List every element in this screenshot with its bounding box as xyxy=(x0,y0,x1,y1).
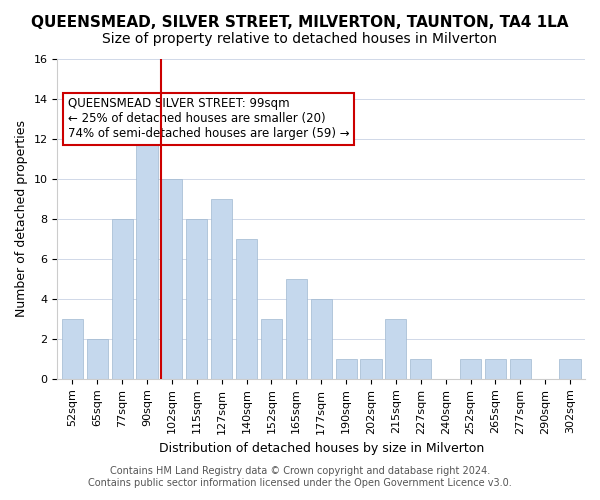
Bar xyxy=(62,319,83,379)
Bar xyxy=(136,119,158,379)
X-axis label: Distribution of detached houses by size in Milverton: Distribution of detached houses by size … xyxy=(158,442,484,455)
Bar xyxy=(559,359,581,379)
Bar xyxy=(112,219,133,379)
Bar xyxy=(86,339,108,379)
Bar xyxy=(460,359,481,379)
Bar xyxy=(286,279,307,379)
Bar xyxy=(510,359,531,379)
Bar xyxy=(186,219,208,379)
Bar xyxy=(361,359,382,379)
Bar xyxy=(410,359,431,379)
Y-axis label: Number of detached properties: Number of detached properties xyxy=(15,120,28,318)
Bar xyxy=(485,359,506,379)
Bar xyxy=(335,359,356,379)
Bar xyxy=(211,199,232,379)
Text: QUEENSMEAD, SILVER STREET, MILVERTON, TAUNTON, TA4 1LA: QUEENSMEAD, SILVER STREET, MILVERTON, TA… xyxy=(31,15,569,30)
Text: Contains HM Land Registry data © Crown copyright and database right 2024.
Contai: Contains HM Land Registry data © Crown c… xyxy=(88,466,512,487)
Bar xyxy=(236,239,257,379)
Bar xyxy=(311,299,332,379)
Bar xyxy=(161,179,182,379)
Bar xyxy=(385,319,406,379)
Text: QUEENSMEAD SILVER STREET: 99sqm
← 25% of detached houses are smaller (20)
74% of: QUEENSMEAD SILVER STREET: 99sqm ← 25% of… xyxy=(68,98,350,140)
Text: Size of property relative to detached houses in Milverton: Size of property relative to detached ho… xyxy=(103,32,497,46)
Bar xyxy=(261,319,282,379)
